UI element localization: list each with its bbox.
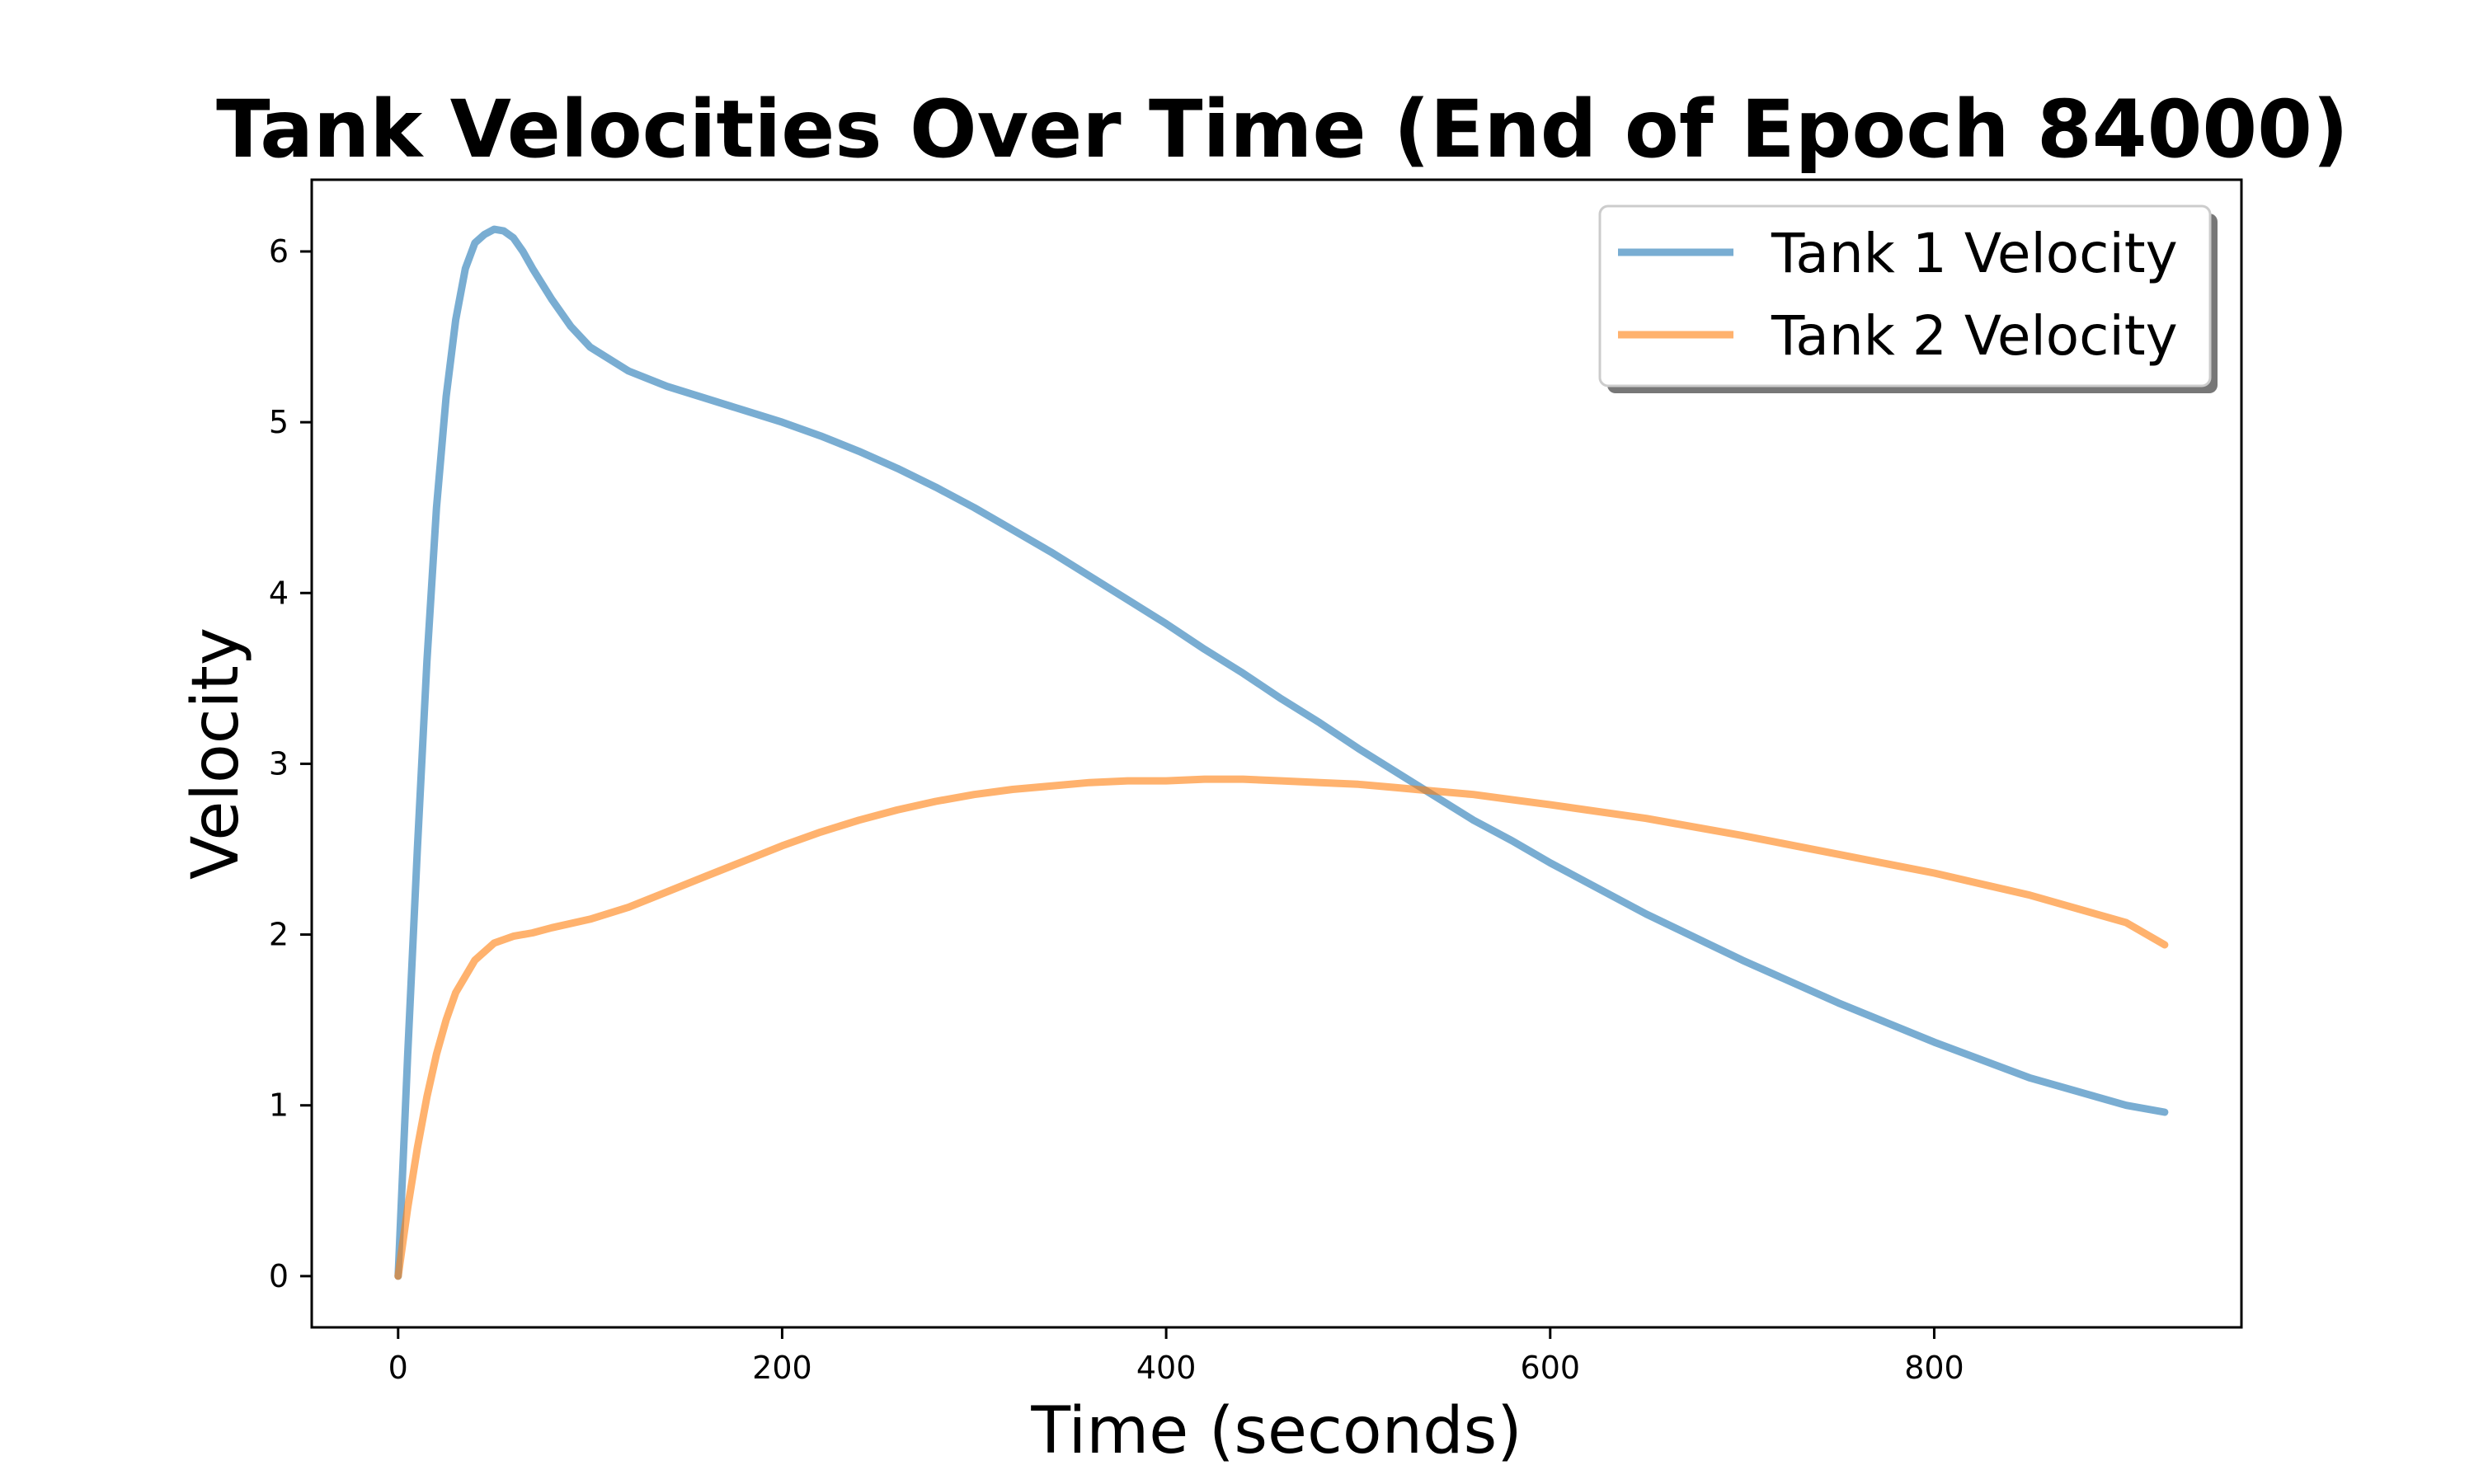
plot-area: [394, 225, 2169, 1280]
series-line-2: [394, 775, 2169, 1280]
chart-title: Tank Velocities Over Time (End of Epoch …: [216, 83, 2349, 176]
x-tick-label: 800: [1904, 1350, 1964, 1386]
legend-label-2: Tank 2 Velocity: [1771, 304, 2178, 368]
series-line-1: [394, 225, 2169, 1280]
y-tick-label: 3: [269, 745, 289, 782]
legend-label-1: Tank 1 Velocity: [1771, 222, 2178, 285]
y-tick-label: 5: [269, 404, 289, 440]
y-tick-label: 1: [269, 1087, 289, 1124]
y-tick-label: 4: [269, 575, 289, 611]
y-tick-label: 0: [269, 1258, 289, 1294]
legend: Tank 1 Velocity Tank 2 Velocity: [1598, 204, 2218, 393]
x-tick-label: 400: [1136, 1350, 1197, 1386]
x-tick-label: 200: [752, 1350, 812, 1386]
y-tick-label: 2: [269, 917, 289, 953]
x-axis-label: Time (seconds): [1030, 1394, 1522, 1468]
y-axis-label: Velocity: [179, 627, 253, 880]
x-tick-label: 600: [1521, 1350, 1581, 1386]
axis-ticks: 0 200 400 600 800 0 1 2 3 4 5 6: [269, 233, 1964, 1386]
plot-frame: [310, 178, 2243, 1329]
x-tick-label: 0: [388, 1350, 408, 1386]
y-tick-label: 6: [269, 233, 289, 270]
legend-box: [1598, 204, 2212, 387]
